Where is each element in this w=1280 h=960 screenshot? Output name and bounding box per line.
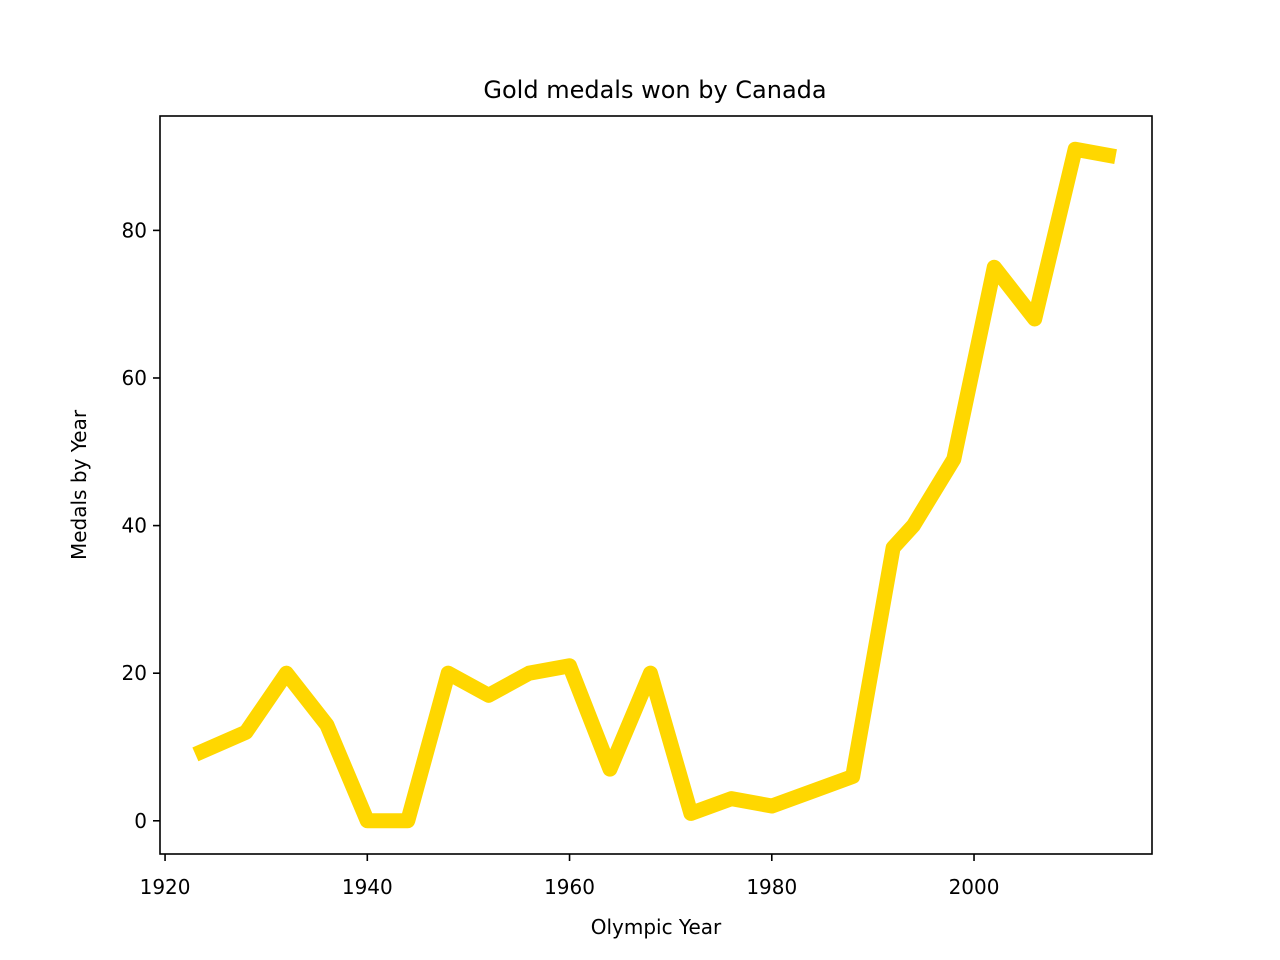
series-layer <box>192 141 1117 829</box>
x-tick-label: 1980 <box>746 875 797 899</box>
x-tick-label: 1960 <box>544 875 595 899</box>
series-line-0 <box>192 141 1117 829</box>
y-tick-label: 0 <box>134 809 147 833</box>
x-tick-label: 1920 <box>140 875 191 899</box>
x-axis-label: Olympic Year <box>591 915 722 939</box>
y-axis-ticks: 0 20 40 60 80 <box>122 218 160 833</box>
x-tick-label: 1940 <box>342 875 393 899</box>
y-tick-label: 20 <box>122 661 147 685</box>
y-axis-label: Medals by Year <box>67 409 91 560</box>
plot-area <box>159 115 1153 855</box>
chart-title: Gold medals won by Canada <box>483 76 826 104</box>
y-tick-label: 40 <box>122 514 147 538</box>
y-tick-label: 60 <box>122 366 147 390</box>
axes-background <box>160 116 1152 854</box>
y-tick-label: 80 <box>122 218 147 242</box>
axes-frame <box>159 115 1153 855</box>
x-tick-label: 2000 <box>949 875 1000 899</box>
x-axis-ticks: 1920 1940 1960 1980 2000 <box>140 854 1000 899</box>
